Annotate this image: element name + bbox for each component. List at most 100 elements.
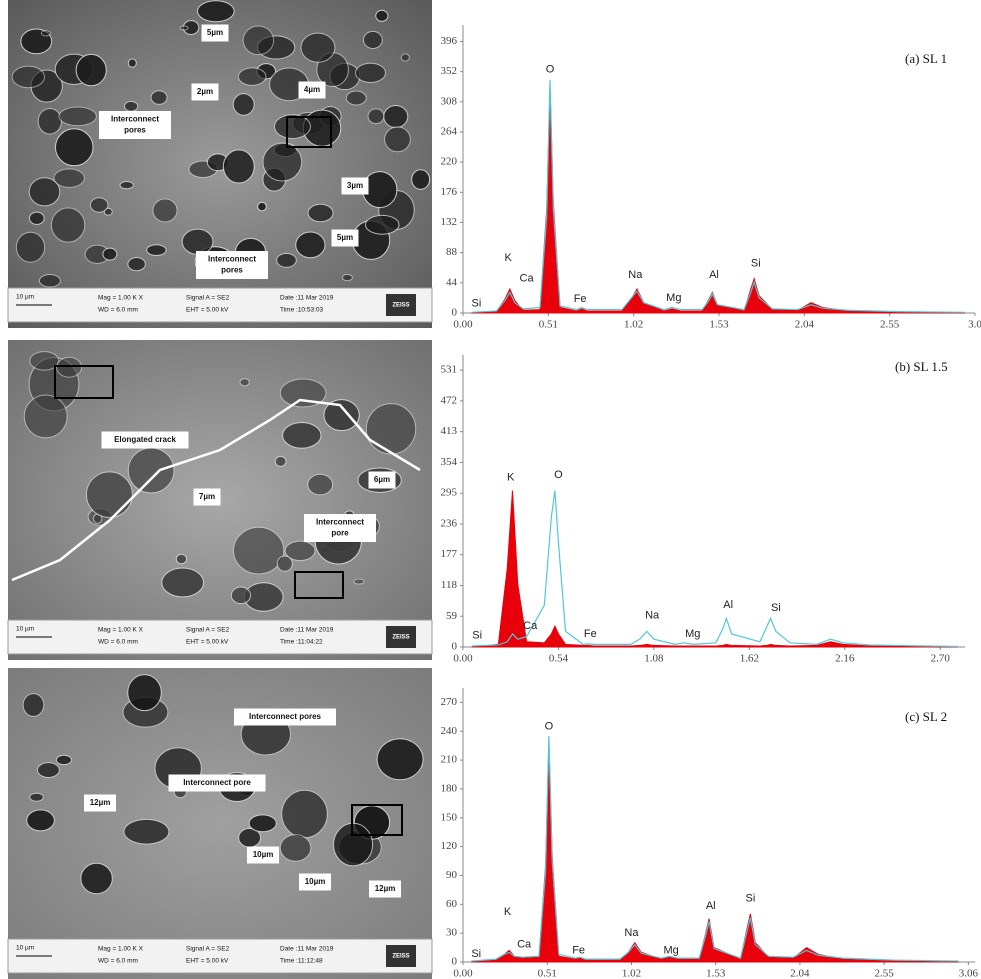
pore	[282, 421, 322, 449]
pore	[242, 25, 275, 56]
label-box	[196, 251, 268, 279]
peak-label: Si	[745, 892, 755, 904]
spectrum-area	[471, 490, 958, 648]
x-tick-label: 0.00	[453, 968, 473, 979]
pore	[181, 228, 214, 255]
pore	[161, 567, 205, 598]
date: Date :11 Mar 2019	[280, 946, 334, 953]
pore	[55, 754, 72, 766]
y-tick-label: 240	[441, 725, 458, 737]
peak-label: K	[504, 906, 512, 918]
pore	[239, 378, 250, 387]
pore	[22, 693, 45, 717]
time: Time :10:53:03	[280, 307, 324, 314]
peak-label: Si	[751, 258, 761, 270]
pore	[273, 114, 311, 139]
pore	[53, 168, 85, 188]
y-tick-label: 220	[441, 156, 458, 168]
spectrum-line	[471, 736, 959, 962]
y-tick-label: 236	[441, 517, 458, 529]
y-tick-label: 180	[441, 782, 458, 794]
pore	[262, 142, 303, 182]
annotation-label: 12µm	[375, 884, 396, 893]
x-tick-label: 1.02	[624, 319, 643, 331]
pore	[175, 553, 188, 565]
annotation-label: 7µm	[199, 492, 215, 501]
y-tick-label: 413	[441, 425, 458, 437]
pore	[37, 107, 63, 135]
pore	[11, 65, 45, 89]
y-tick-label: 396	[441, 35, 458, 47]
label-box	[99, 111, 171, 139]
annotation-label: Interconnect pore	[183, 778, 251, 787]
y-tick-label: 30	[446, 927, 458, 939]
y-tick-label: 308	[441, 95, 458, 107]
label-box	[168, 774, 266, 792]
x-tick-label: 0.51	[539, 319, 558, 331]
peak-label: Mg	[666, 292, 681, 304]
pore	[276, 555, 293, 572]
pore	[281, 789, 328, 839]
scale-label: 10 µm	[16, 626, 34, 633]
scale-label: 10 µm	[16, 294, 34, 301]
pore	[103, 207, 113, 216]
peak-label: Si	[471, 948, 481, 960]
label-box	[191, 83, 219, 101]
x-tick-label: 1.02	[622, 968, 641, 979]
peak-label: Fe	[572, 944, 585, 956]
peak-label: Fe	[574, 293, 587, 305]
pore	[353, 578, 365, 585]
annotation-label: 12µm	[90, 798, 111, 807]
x-tick-label: 2.55	[880, 319, 900, 331]
signal: Signal A = SE2	[186, 295, 230, 302]
crack-line	[11, 398, 421, 582]
wd: WD = 6.0 mm	[98, 307, 138, 314]
pore	[248, 814, 277, 833]
info-bar	[7, 619, 433, 655]
x-tick-label: 2.04	[795, 319, 815, 331]
logo-box	[386, 294, 416, 316]
x-tick-label: 0.51	[538, 968, 557, 979]
label-box	[368, 471, 396, 489]
label-box	[247, 846, 279, 864]
eht: EHT = 5.00 kV	[186, 639, 229, 646]
peak-label: Al	[723, 599, 733, 611]
y-tick-label: 295	[441, 487, 458, 499]
x-tick-label: 2.70	[931, 653, 951, 665]
y-tick-label: 354	[441, 456, 458, 468]
pore	[367, 108, 385, 125]
pore	[152, 198, 178, 223]
peak-label: Si	[471, 297, 481, 309]
pore	[123, 818, 170, 845]
y-tick-label: 88	[446, 246, 458, 258]
label-box	[84, 794, 116, 812]
peak-label: Fe	[584, 628, 597, 640]
label-box	[193, 488, 221, 506]
peak-label: K	[505, 252, 513, 264]
date: Date :11 Mar 2019	[280, 627, 334, 634]
pore	[29, 792, 44, 802]
pore	[127, 674, 162, 712]
logo: ZEISS	[392, 954, 409, 960]
time: Time :11:04:22	[280, 639, 323, 646]
peak-label: Ca	[520, 273, 535, 285]
y-tick-label: 0	[452, 307, 458, 319]
x-tick-label: 1.08	[644, 653, 664, 665]
pore	[307, 473, 334, 496]
pore	[123, 100, 139, 112]
y-tick-label: 472	[441, 394, 458, 406]
peak-label: Al	[706, 900, 716, 912]
x-tick-label: 1.62	[740, 653, 759, 665]
peak-label: Mg	[685, 628, 700, 640]
annotation-label: Interconnect pores	[249, 712, 322, 721]
pore	[295, 231, 326, 259]
peak-label: O	[545, 720, 554, 732]
label-box	[298, 81, 326, 99]
annotation-label: 6µm	[374, 475, 390, 484]
x-tick-label: 0.00	[453, 653, 473, 665]
peak-label: Ca	[517, 939, 532, 951]
x-tick-label: 3.06	[959, 968, 979, 979]
pore	[276, 252, 297, 268]
pore	[56, 356, 83, 378]
